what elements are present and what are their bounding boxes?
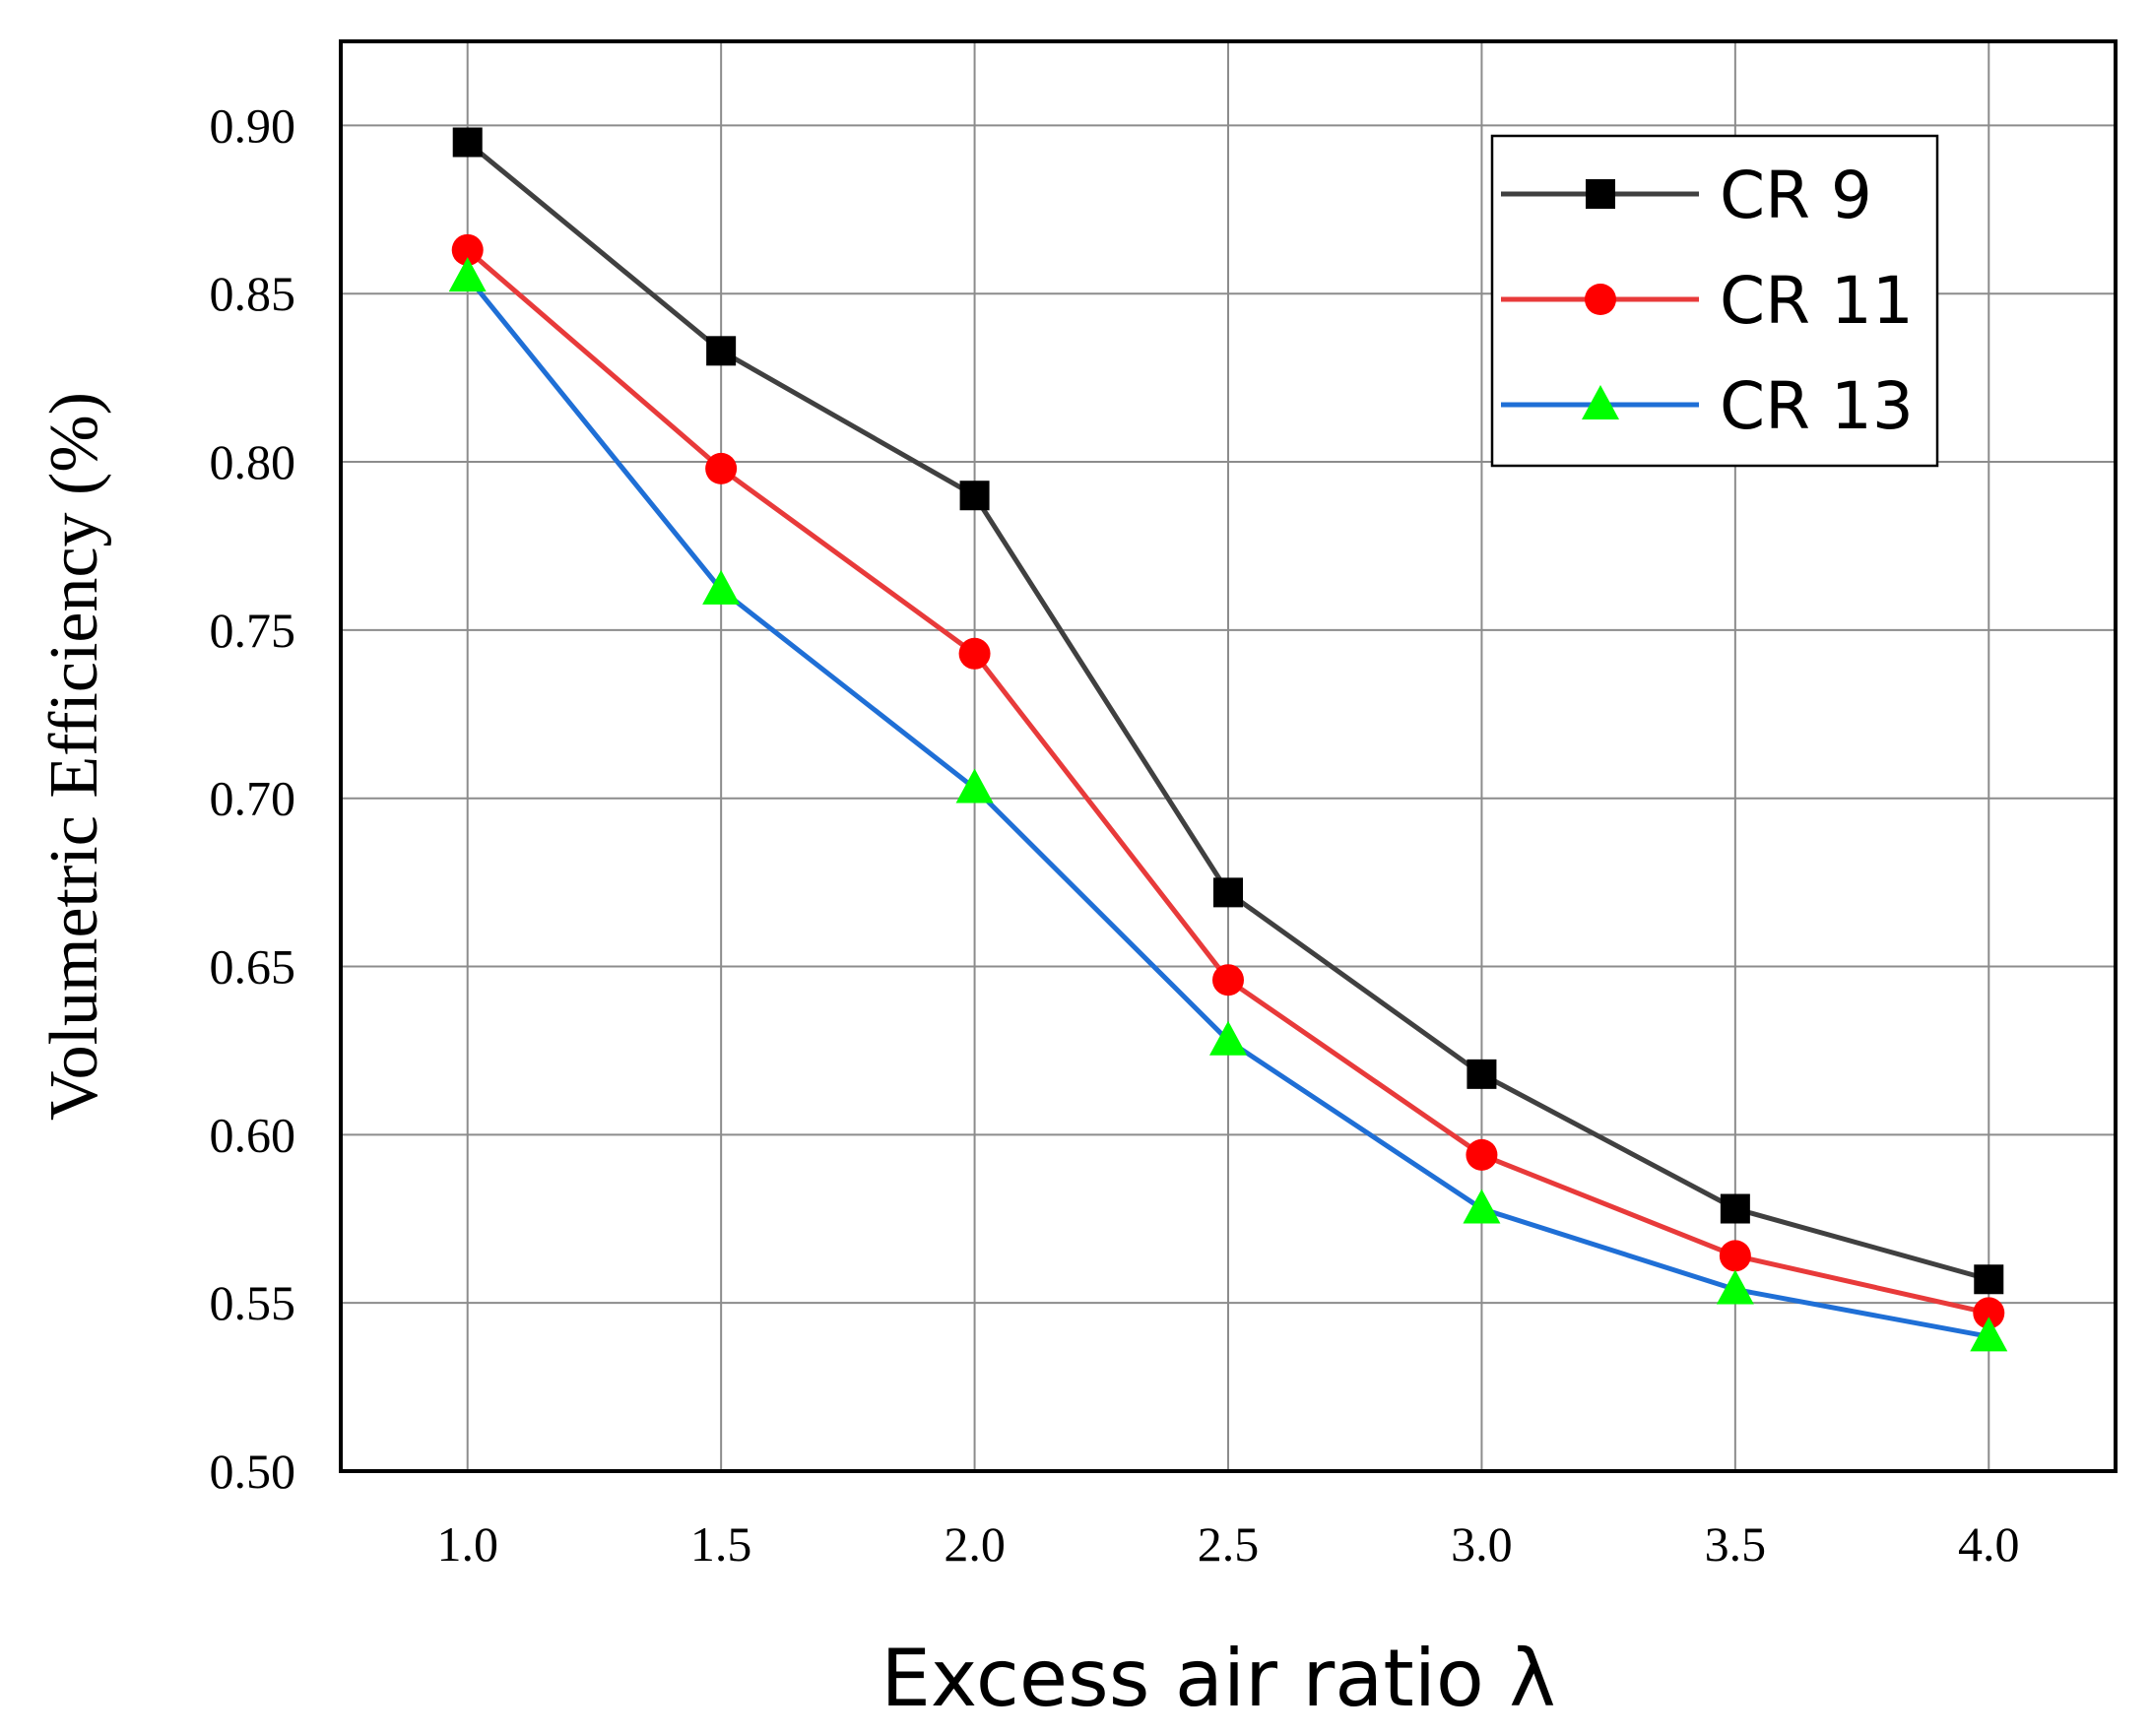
data-point	[1213, 877, 1243, 908]
y-tick-label: 0.90	[210, 97, 296, 153]
y-tick-label: 0.85	[210, 266, 296, 321]
y-tick-label: 0.60	[210, 1107, 296, 1162]
data-point	[1467, 1059, 1497, 1089]
data-point	[1974, 1264, 2004, 1295]
data-point	[1719, 1240, 1751, 1272]
y-tick-label: 0.75	[210, 603, 296, 658]
data-point	[1720, 1193, 1750, 1224]
legend-label: CR 9	[1720, 158, 1872, 233]
data-point	[451, 233, 484, 266]
y-axis-label: Volumetric Efficiency (%)	[36, 392, 112, 1121]
data-point	[706, 336, 737, 366]
data-point	[702, 569, 741, 605]
data-point	[955, 768, 994, 804]
data-point	[959, 481, 990, 511]
x-tick-label: 4.0	[1958, 1516, 2020, 1572]
x-tick-label: 1.0	[436, 1516, 498, 1572]
legend-label: CR 11	[1720, 263, 1914, 339]
data-point	[452, 127, 483, 158]
data-point	[1970, 1317, 2008, 1352]
x-axis-label: Excess air ratio λ	[880, 1633, 1555, 1724]
x-tick-label: 1.5	[690, 1516, 752, 1572]
data-point	[958, 637, 991, 670]
y-axis-ticks: 0.50 0.55 0.60 0.65 0.70 0.75 0.80 0.85 0.90	[210, 97, 296, 1499]
legend-marker	[1586, 179, 1615, 209]
x-tick-label: 2.0	[944, 1516, 1006, 1572]
y-tick-label: 0.65	[210, 939, 296, 995]
data-point	[1716, 1269, 1754, 1305]
legend-label: CR 13	[1720, 368, 1914, 444]
data-point	[705, 452, 738, 484]
plot-frame	[339, 39, 2118, 1473]
legend-marker	[1585, 284, 1616, 315]
series-markers	[448, 127, 2008, 1352]
data-point	[448, 257, 487, 292]
data-point	[1463, 1189, 1501, 1224]
legend: CR 9 CR 11 CR 13	[1490, 134, 1939, 468]
legend-marker	[1582, 385, 1619, 419]
data-point	[1973, 1297, 2005, 1329]
x-axis-ticks: 1.0 1.5 2.0 2.5 3.0 3.5 4.0	[436, 1516, 2019, 1572]
data-point	[1209, 1020, 1247, 1056]
x-tick-label: 3.5	[1705, 1516, 1767, 1572]
data-point	[1212, 964, 1244, 997]
x-tick-label: 2.5	[1198, 1516, 1260, 1572]
y-tick-label: 0.70	[210, 771, 296, 826]
y-tick-label: 0.55	[210, 1275, 296, 1330]
data-point	[1466, 1138, 1498, 1171]
y-tick-label: 0.80	[210, 434, 296, 489]
y-tick-label: 0.50	[210, 1444, 296, 1499]
x-tick-label: 3.0	[1451, 1516, 1513, 1572]
